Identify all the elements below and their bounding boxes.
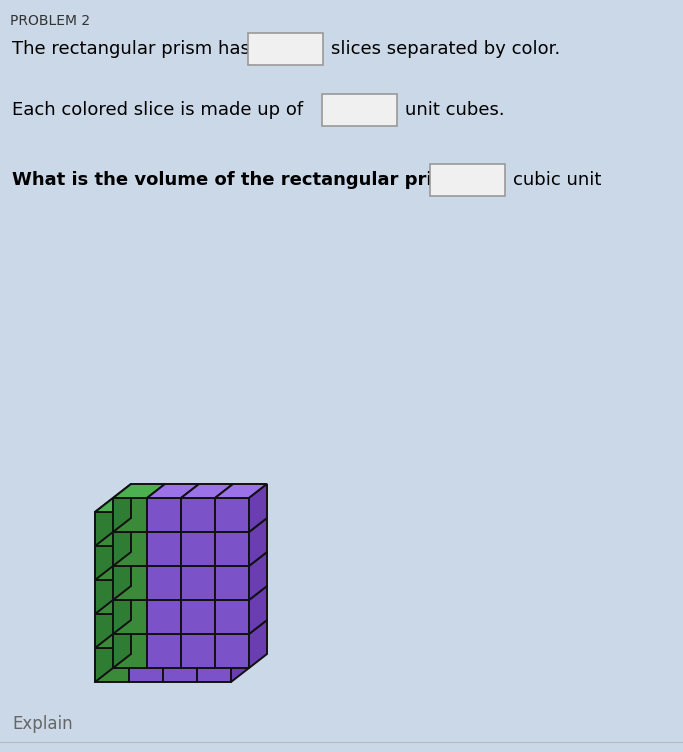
- Polygon shape: [249, 586, 267, 634]
- Polygon shape: [215, 634, 249, 668]
- Polygon shape: [113, 600, 147, 634]
- Polygon shape: [163, 580, 197, 614]
- Polygon shape: [197, 546, 231, 580]
- Polygon shape: [129, 614, 163, 648]
- Polygon shape: [113, 634, 147, 668]
- Polygon shape: [113, 498, 147, 532]
- Polygon shape: [163, 614, 197, 648]
- FancyBboxPatch shape: [430, 164, 505, 196]
- Polygon shape: [113, 620, 131, 668]
- Polygon shape: [129, 580, 163, 614]
- Polygon shape: [113, 484, 131, 532]
- Polygon shape: [181, 600, 215, 634]
- Polygon shape: [95, 546, 129, 580]
- Polygon shape: [181, 566, 215, 600]
- Polygon shape: [197, 512, 231, 546]
- Polygon shape: [113, 566, 147, 600]
- Polygon shape: [231, 600, 249, 648]
- Text: The rectangular prism has: The rectangular prism has: [12, 40, 250, 58]
- Polygon shape: [147, 566, 181, 600]
- Polygon shape: [129, 546, 163, 580]
- Polygon shape: [231, 634, 249, 682]
- Polygon shape: [181, 484, 233, 498]
- Polygon shape: [197, 498, 249, 512]
- Polygon shape: [249, 484, 267, 532]
- Polygon shape: [129, 648, 163, 682]
- Polygon shape: [113, 552, 131, 600]
- Polygon shape: [215, 600, 249, 634]
- Polygon shape: [95, 566, 113, 614]
- Polygon shape: [231, 566, 249, 614]
- Polygon shape: [197, 580, 231, 614]
- Polygon shape: [129, 512, 163, 546]
- Polygon shape: [215, 498, 249, 532]
- Polygon shape: [95, 600, 113, 648]
- Polygon shape: [181, 634, 215, 668]
- Polygon shape: [163, 648, 197, 682]
- Polygon shape: [113, 484, 165, 498]
- Polygon shape: [95, 634, 113, 682]
- Text: What is the volume of the rectangular prism?: What is the volume of the rectangular pr…: [12, 171, 472, 189]
- Polygon shape: [147, 498, 181, 532]
- Text: slices separated by color.: slices separated by color.: [331, 40, 560, 58]
- Text: Each colored slice is made up of: Each colored slice is made up of: [12, 101, 303, 119]
- Text: Explain: Explain: [12, 715, 72, 733]
- Polygon shape: [181, 532, 215, 566]
- Polygon shape: [95, 532, 113, 580]
- Polygon shape: [147, 484, 199, 498]
- Polygon shape: [147, 634, 181, 668]
- Polygon shape: [231, 532, 249, 580]
- Polygon shape: [95, 498, 113, 546]
- Polygon shape: [231, 498, 249, 546]
- Polygon shape: [163, 546, 197, 580]
- FancyBboxPatch shape: [322, 94, 397, 126]
- Polygon shape: [197, 648, 231, 682]
- Polygon shape: [215, 532, 249, 566]
- Polygon shape: [181, 498, 215, 532]
- Polygon shape: [147, 600, 181, 634]
- Polygon shape: [95, 512, 129, 546]
- Text: PROBLEM 2: PROBLEM 2: [10, 14, 90, 28]
- Text: unit cubes.: unit cubes.: [405, 101, 505, 119]
- Polygon shape: [95, 498, 147, 512]
- Polygon shape: [113, 532, 147, 566]
- Text: cubic unit: cubic unit: [513, 171, 601, 189]
- Polygon shape: [215, 484, 267, 498]
- Polygon shape: [129, 498, 181, 512]
- Polygon shape: [249, 518, 267, 566]
- Polygon shape: [249, 620, 267, 668]
- Polygon shape: [215, 566, 249, 600]
- Polygon shape: [197, 614, 231, 648]
- Polygon shape: [113, 586, 131, 634]
- Polygon shape: [163, 498, 215, 512]
- Polygon shape: [249, 552, 267, 600]
- Polygon shape: [95, 580, 129, 614]
- Polygon shape: [113, 518, 131, 566]
- FancyBboxPatch shape: [248, 33, 323, 65]
- Polygon shape: [95, 614, 129, 648]
- Polygon shape: [147, 532, 181, 566]
- Polygon shape: [163, 512, 197, 546]
- Polygon shape: [95, 648, 129, 682]
